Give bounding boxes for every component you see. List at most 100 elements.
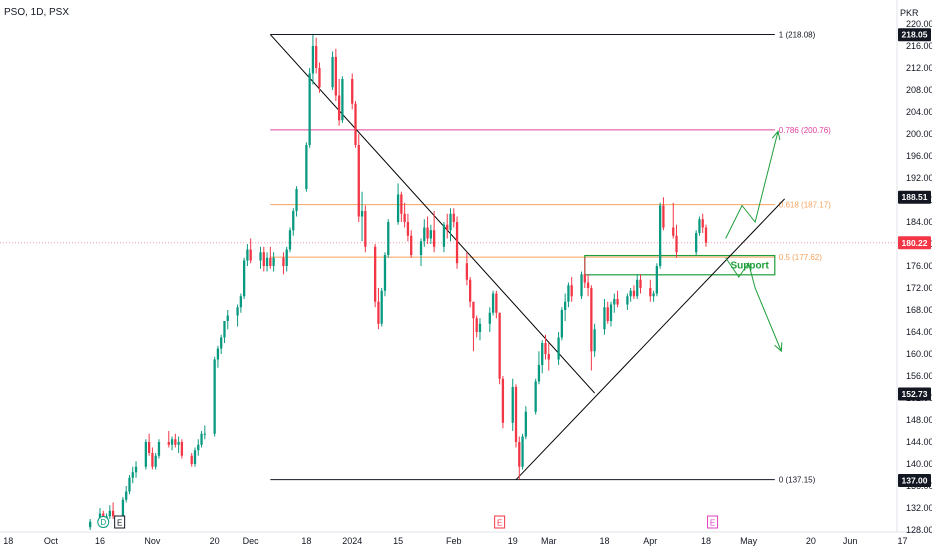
candle-body [429,230,432,239]
candle-body [626,296,629,305]
earnings-event-label: E [710,519,715,528]
candle-body [675,235,678,253]
candle-body [354,103,357,145]
candle-body [167,442,170,445]
candle-body [200,433,203,445]
candle-body [449,213,452,231]
candle-body [180,442,184,456]
candle-body [609,304,613,321]
candle-body [442,224,446,247]
price-axis-badge-label: 188.51 [902,192,928,202]
time-tick-label: 18 [701,536,711,546]
candle-body [652,293,655,297]
candle-body [455,222,459,264]
candle-body [249,249,252,261]
support-label: Support [730,261,769,272]
candle-body [478,323,482,332]
candle-body [639,279,642,288]
candle-body [419,241,423,255]
candle-body [89,521,92,528]
candle-body [616,299,619,305]
candle-body [632,290,636,297]
candle-body [521,436,524,467]
candle-body [426,227,429,239]
candle-body [242,260,246,297]
candle-body [121,499,125,517]
candle-body [360,211,364,217]
price-tick-label: 192.00 [906,173,932,183]
time-tick-label: 15 [393,536,403,546]
candle-body [216,348,220,360]
price-tick-label: 140.00 [906,459,932,469]
candle-body [672,227,675,236]
candle-body [197,444,200,451]
price-axis-badge [898,236,931,250]
fib-level-label: 1 (218.08) [779,31,816,40]
candle-body [701,219,704,228]
candle-body [285,249,288,266]
time-tick-label: Apr [643,536,657,546]
downtrend-line [269,34,595,394]
time-tick-label: 19 [508,536,518,546]
candle-body [203,433,206,435]
uptrend-line [515,198,785,481]
time-tick-label: 18 [599,536,609,546]
candle-body [636,279,639,297]
candle-body [147,442,151,453]
candle-body [246,249,249,261]
candle-body [157,442,161,456]
candle-body [511,387,514,423]
candle-body [586,282,590,288]
time-tick-label: Nov [144,536,161,546]
price-tick-label: 212.00 [906,63,932,73]
candle-body [151,453,154,467]
candle-body [269,257,272,266]
candle-body [383,255,387,291]
price-axis[interactable]: 128.00132.00136.00140.00144.00148.00152.… [898,19,932,535]
candle-body [544,343,547,354]
fib-level-label: 0.786 (200.76) [779,126,831,135]
candle-body [446,224,449,231]
time-tick-label: Oct [44,536,59,546]
candle-body [315,46,318,68]
time-tick-label: 17 [898,536,908,546]
candle-body [606,307,609,321]
candle-body [403,213,406,222]
price-axis-badge [898,190,931,204]
time-tick-label: 18 [3,536,13,546]
fib-level-label: 0 (137.15) [779,476,816,485]
time-axis[interactable]: 18 Oct 16 Nov 20 Dec 18 2024 15 Feb 19 Mar 18 Apr 18 Ma… [3,536,907,546]
candle-body [318,68,321,88]
fib-level-label: 0.5 (177.62) [779,253,822,262]
candle-body [134,466,138,473]
candle-body [423,227,426,242]
earnings-event-label: E [497,519,502,528]
candle-body [613,299,616,305]
candles-layer [89,35,708,530]
candle-body [170,439,174,445]
candle-body [213,359,216,434]
candle-body [537,365,541,382]
price-tick-label: 220.00 [906,19,932,29]
price-tick-label: 200.00 [906,129,932,139]
candle-body [154,455,157,467]
candle-body [655,266,659,294]
price-tick-label: 204.00 [906,107,932,117]
candle-body [452,213,455,222]
candle-body [125,491,128,500]
candle-body [534,381,537,412]
time-tick-label: Feb [446,536,462,546]
time-tick-label: May [740,536,758,546]
price-tick-label: 216.00 [906,41,932,51]
candle-body [658,205,662,266]
price-tick-label: 144.00 [906,437,932,447]
candle-body [410,235,413,255]
candle-body [649,288,652,297]
time-tick-label: 16 [95,536,105,546]
price-tick-label: 156.00 [906,371,932,381]
candle-body [570,285,573,297]
candle-body [406,222,410,236]
candle-body [288,230,292,250]
candle-body [662,205,665,228]
